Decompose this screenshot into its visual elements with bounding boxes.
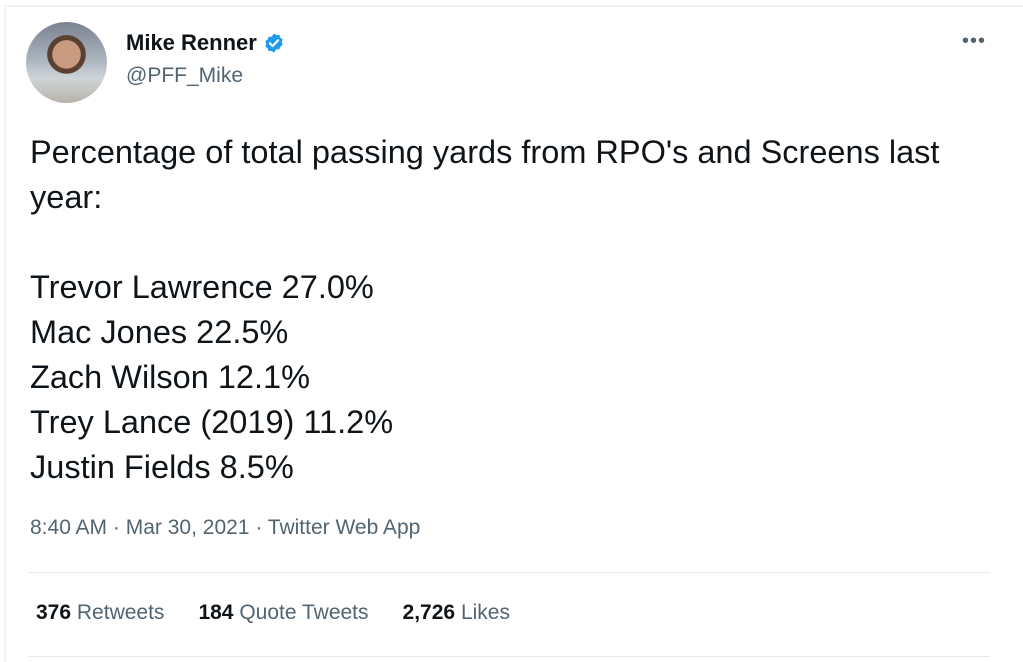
quote-tweets-stat[interactable]: 184 Quote Tweets xyxy=(198,601,369,624)
separator: · xyxy=(249,516,268,539)
author-handle[interactable]: @PFF_Mike xyxy=(126,64,243,87)
divider xyxy=(28,572,990,573)
tweet-time[interactable]: 8:40 AM xyxy=(30,516,108,539)
likes-stat[interactable]: 2,726 Likes xyxy=(402,601,510,624)
tweet-meta: 8:40 AM · Mar 30, 2021 · Twitter Web App xyxy=(30,516,420,540)
divider xyxy=(28,656,990,657)
more-horizontal-icon[interactable]: ••• xyxy=(962,30,987,52)
author-name-row[interactable]: Mike Renner xyxy=(126,30,285,56)
tweet-date[interactable]: Mar 30, 2021 xyxy=(125,516,250,539)
tweet-stats: 376 Retweets 184 Quote Tweets 2,726 Like… xyxy=(36,601,510,625)
tweet-card xyxy=(4,5,1023,662)
avatar[interactable] xyxy=(26,22,107,103)
separator: · xyxy=(107,516,126,539)
verified-badge-icon xyxy=(265,33,283,53)
retweets-stat[interactable]: 376 Retweets xyxy=(36,601,165,624)
tweet-source[interactable]: Twitter Web App xyxy=(267,516,421,539)
author-name[interactable]: Mike Renner xyxy=(126,30,257,55)
tweet-text: Percentage of total passing yards from R… xyxy=(30,134,940,485)
